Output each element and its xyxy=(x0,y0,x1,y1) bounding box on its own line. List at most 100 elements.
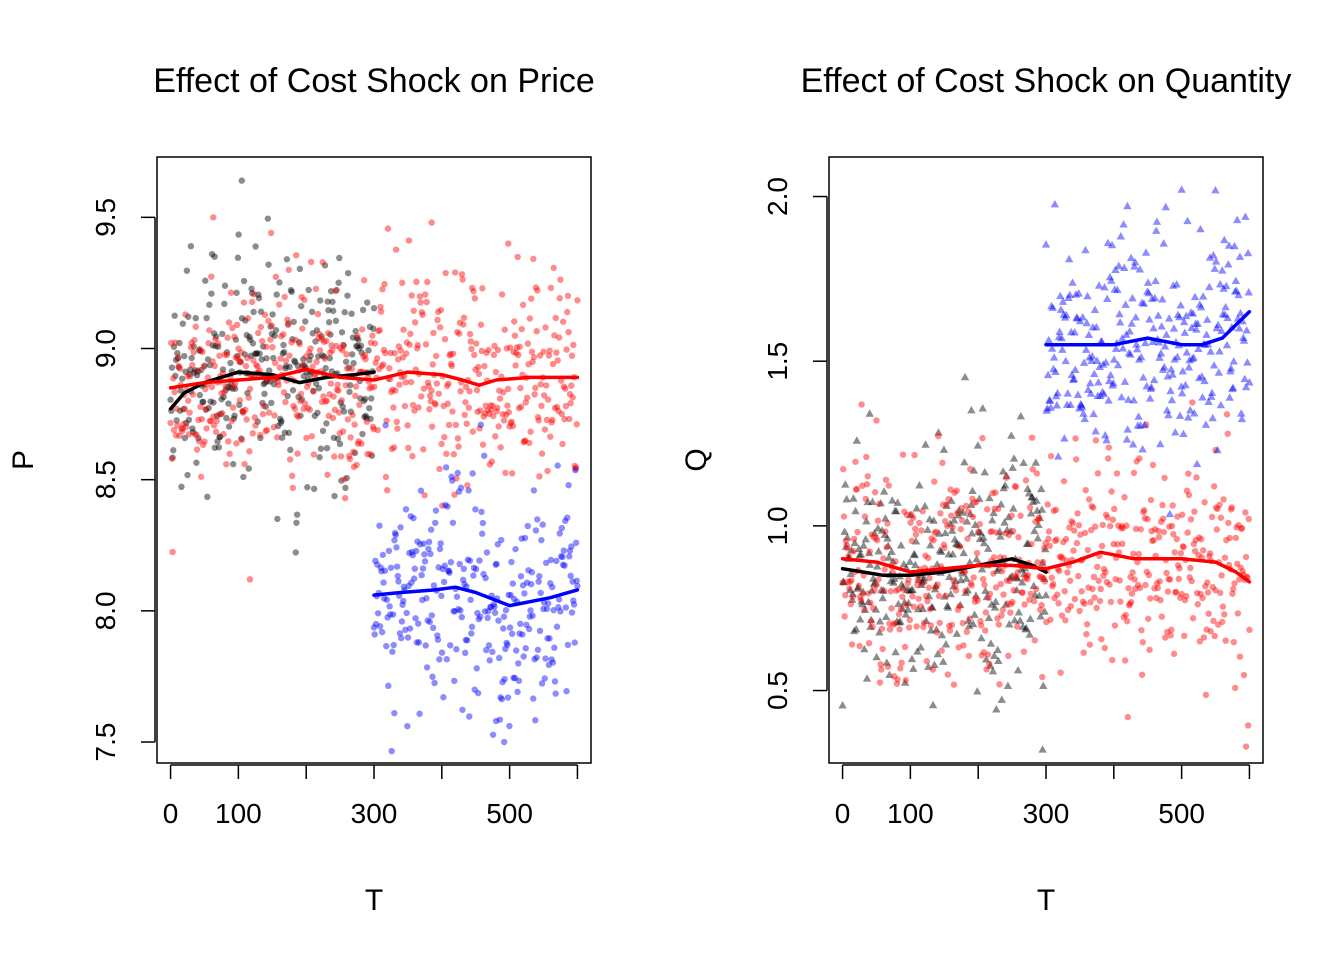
quantity-black-point xyxy=(972,554,981,563)
quantity-blue-point xyxy=(1084,330,1094,338)
quantity-black-point xyxy=(965,558,974,566)
price-black-point xyxy=(254,418,261,425)
quantity-black-point xyxy=(875,617,885,625)
quantity-red-point xyxy=(984,651,992,658)
quantity-black-point xyxy=(865,409,874,417)
quantity-blue-point xyxy=(1075,316,1085,325)
quantity-black-point xyxy=(1023,484,1032,492)
quantity-blue-point xyxy=(1080,414,1089,423)
quantity-red-point xyxy=(1081,600,1088,607)
quantity-red-point xyxy=(936,619,943,627)
price-red-point xyxy=(567,400,574,407)
quantity-black-point xyxy=(1021,624,1030,633)
price-blue-point xyxy=(567,572,574,580)
price-red-point xyxy=(487,402,494,409)
quantity-black-point xyxy=(954,511,963,519)
price-blue-point xyxy=(415,639,423,646)
price-red-point xyxy=(406,341,413,348)
price-black-point xyxy=(321,262,329,269)
price-black-point xyxy=(253,350,261,357)
quantity-red-point xyxy=(941,517,949,525)
price-red-point xyxy=(314,310,322,318)
price-blue-point xyxy=(559,553,566,561)
quantity-red-point xyxy=(1012,483,1019,491)
price-red-point xyxy=(246,576,254,583)
price-black-point xyxy=(245,465,253,472)
quantity-blue-point xyxy=(1120,377,1130,385)
price-black-point xyxy=(210,330,218,337)
price-red-point xyxy=(439,502,446,509)
price-red-point xyxy=(337,344,344,352)
quantity-blue-point xyxy=(1105,272,1115,281)
price-blue-point xyxy=(434,636,442,643)
quantity-red-point xyxy=(1064,569,1071,576)
quantity-black-point xyxy=(878,593,887,602)
quantity-black-point xyxy=(883,534,892,542)
quantity-red-point xyxy=(867,618,875,625)
quantity-red-point xyxy=(1041,544,1048,552)
price-black-point xyxy=(253,350,260,357)
price-blue-point xyxy=(412,615,419,622)
quantity-red-point xyxy=(875,576,882,583)
quantity-black-point xyxy=(842,494,851,503)
price-blue-point xyxy=(541,675,548,682)
quantity-black-point xyxy=(931,581,940,589)
price-red-point xyxy=(308,433,316,440)
quantity-red-point xyxy=(959,619,966,627)
price-panel: Effect of Cost Shock on Price 0 100 300 500… xyxy=(7,62,595,917)
price-black-point xyxy=(243,331,250,339)
price-red-point xyxy=(330,393,337,400)
price-black-point xyxy=(225,400,232,407)
price-blue-point xyxy=(444,503,451,510)
price-red-point xyxy=(474,408,481,415)
price-blue-point xyxy=(451,608,459,615)
quantity-black-point xyxy=(990,603,1000,611)
price-red-point xyxy=(532,384,539,392)
quantity-black-point xyxy=(913,604,923,613)
price-blue-point xyxy=(492,717,500,725)
price-red-point xyxy=(417,299,424,306)
price-x-tick-label: 300 xyxy=(351,798,398,829)
quantity-red-point xyxy=(1172,588,1180,596)
quantity-black-point xyxy=(989,508,998,517)
price-blue-point xyxy=(520,653,527,660)
price-blue-point xyxy=(490,601,497,608)
price-blue-point xyxy=(573,577,580,585)
price-blue-point xyxy=(380,579,387,586)
quantity-red-point xyxy=(913,623,920,630)
price-blue-point xyxy=(389,611,397,618)
quantity-blue-point xyxy=(1222,281,1231,290)
price-blue-point xyxy=(521,590,528,597)
price-red-point xyxy=(185,397,192,404)
price-blue-point xyxy=(429,673,436,680)
quantity-red-point xyxy=(972,595,979,602)
quantity-blue-point xyxy=(1101,358,1111,366)
price-black-point xyxy=(190,343,197,350)
quantity-red-point xyxy=(1238,524,1246,532)
quantity-red-point xyxy=(914,576,922,583)
price-blue-point xyxy=(469,470,476,477)
quantity-red-point xyxy=(1236,576,1243,583)
price-black-point xyxy=(315,353,322,360)
quantity-blue-point xyxy=(1144,288,1153,297)
price-red-point xyxy=(528,348,536,356)
quantity-blue-point xyxy=(1244,288,1253,296)
quantity-blue-point xyxy=(1138,444,1147,453)
price-black-point xyxy=(317,297,324,304)
quantity-black-point xyxy=(962,517,972,525)
price-black-point xyxy=(345,364,353,371)
price-red-point xyxy=(261,311,269,319)
quantity-red-point xyxy=(1004,600,1011,607)
price-black-point xyxy=(305,286,312,294)
price-black-point xyxy=(270,354,277,362)
quantity-black-point xyxy=(877,585,886,594)
price-black-point xyxy=(274,422,282,430)
quantity-red-point xyxy=(1208,513,1216,521)
price-red-point xyxy=(274,434,281,441)
quantity-red-point xyxy=(1154,584,1161,592)
price-red-point xyxy=(268,322,275,329)
price-red-point xyxy=(187,372,194,380)
quantity-red-point xyxy=(897,605,905,613)
price-black-point xyxy=(224,383,231,391)
quantity-red-point xyxy=(1106,581,1113,588)
